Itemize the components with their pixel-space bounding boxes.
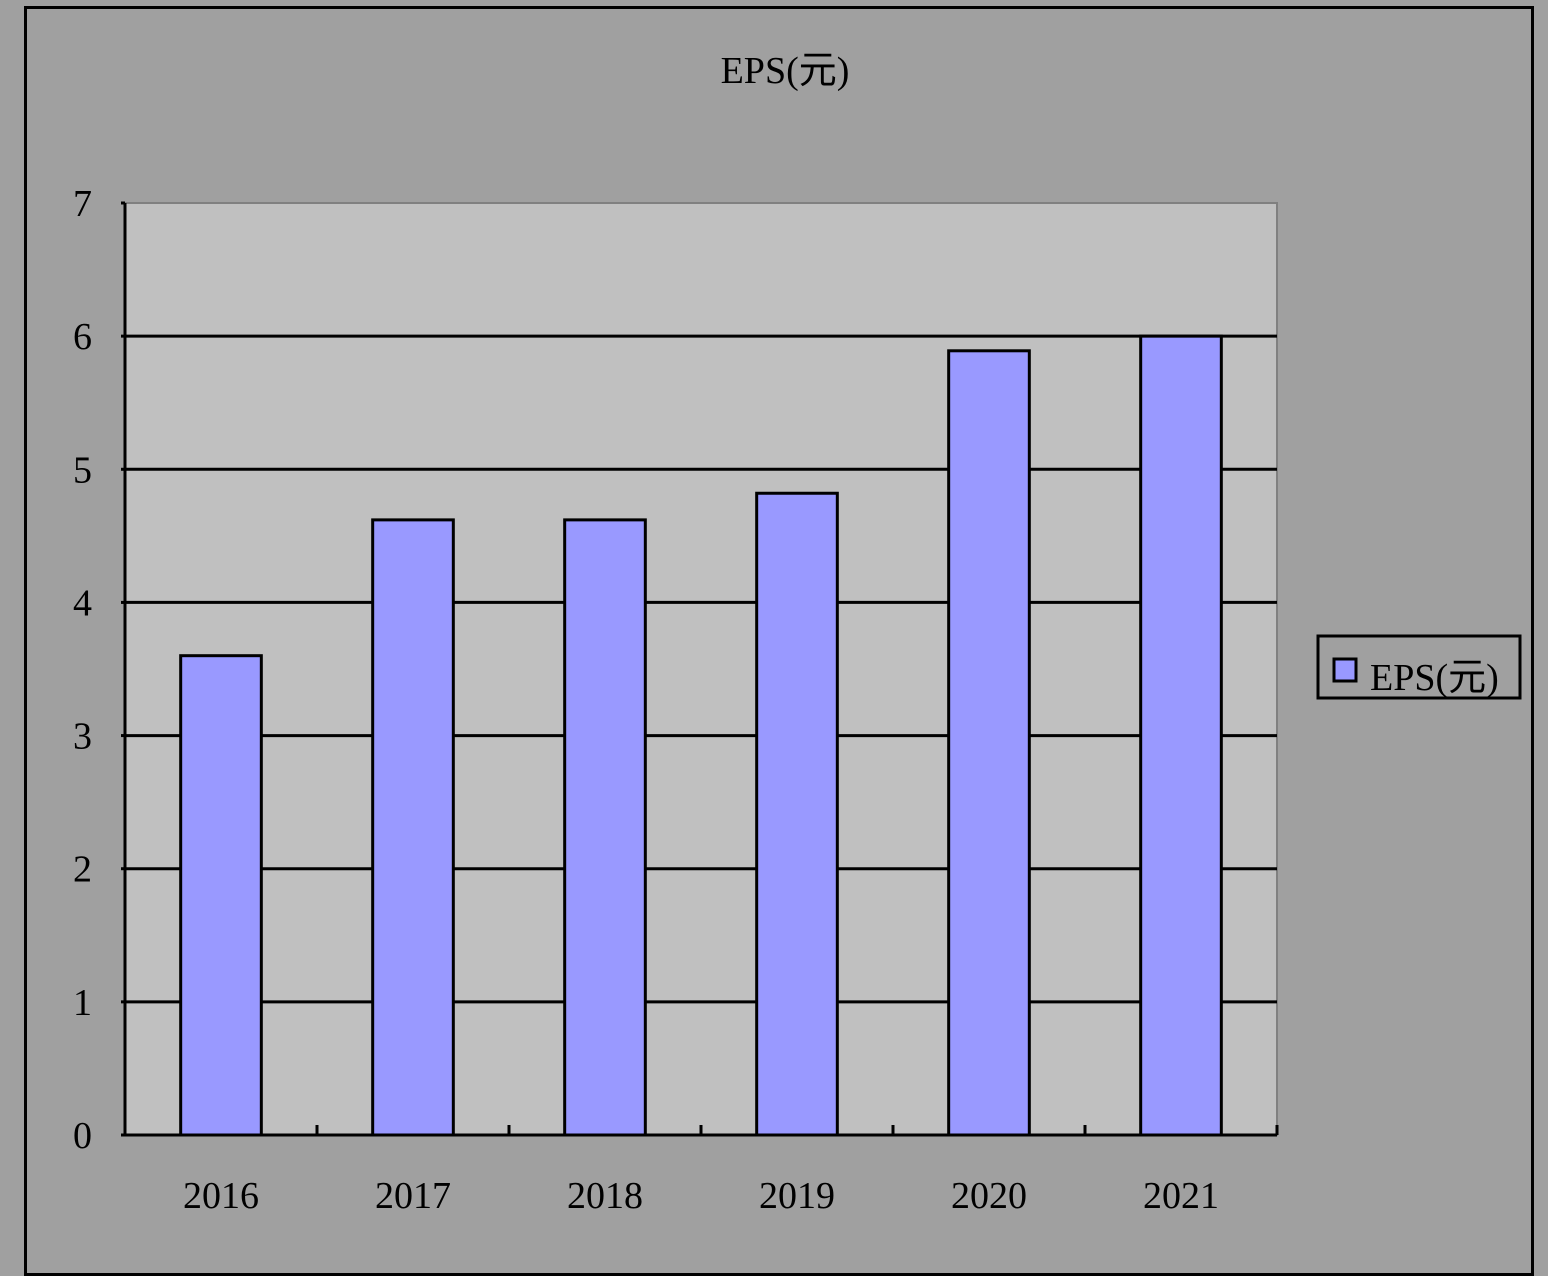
bar-2019[interactable] — [755, 491, 839, 1137]
x-tick-label: 2019 — [759, 1175, 835, 1217]
y-tick-label: 6 — [73, 316, 92, 358]
bar-2020[interactable] — [947, 349, 1031, 1137]
x-tick-label: 2017 — [375, 1175, 451, 1217]
x-tick-label: 2020 — [951, 1175, 1027, 1217]
legend-swatch — [1332, 657, 1358, 683]
y-tick-label: 1 — [73, 982, 92, 1024]
y-tick-label: 0 — [73, 1115, 92, 1157]
axes — [121, 201, 1279, 1137]
legend-label: EPS(元) — [1370, 657, 1499, 699]
bar-2018[interactable] — [563, 518, 647, 1137]
chart-title: EPS(元) — [721, 50, 850, 92]
bar-2017[interactable] — [371, 518, 455, 1137]
legend[interactable]: EPS(元) — [1316, 634, 1522, 700]
x-tick-label: 2018 — [567, 1175, 643, 1217]
x-tick-label: 2021 — [1143, 1175, 1219, 1217]
bar-2021[interactable] — [1139, 334, 1223, 1137]
y-tick-label: 5 — [73, 449, 92, 491]
y-tick-label: 7 — [73, 183, 92, 225]
gridlines — [125, 334, 1277, 1004]
x-tick-label: 2016 — [183, 1175, 259, 1217]
bar-2016[interactable] — [179, 654, 263, 1137]
tick-labels: 0 1 2 3 4 5 6 7 2016 2017 2018 2019 2020 2021 — [73, 183, 1219, 1217]
y-tick-label: 4 — [73, 582, 92, 624]
bars — [179, 334, 1223, 1137]
plot-area — [124, 202, 1278, 1136]
y-tick-label: 3 — [73, 716, 92, 758]
y-tick-label: 2 — [73, 849, 92, 891]
